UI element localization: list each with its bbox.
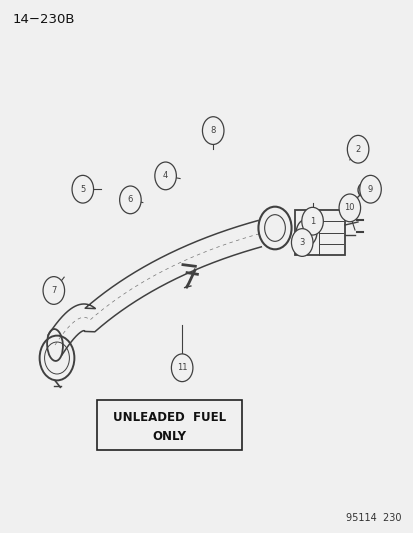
Text: 14−230B: 14−230B xyxy=(12,13,75,26)
Text: 1: 1 xyxy=(309,217,314,225)
Text: 2: 2 xyxy=(355,145,360,154)
Circle shape xyxy=(72,175,93,203)
Circle shape xyxy=(202,117,223,144)
Text: 11: 11 xyxy=(176,364,187,372)
Bar xyxy=(97,400,242,450)
Circle shape xyxy=(171,354,192,382)
Text: 5: 5 xyxy=(80,185,85,193)
Text: 8: 8 xyxy=(210,126,215,135)
Text: 6: 6 xyxy=(128,196,133,204)
Text: 10: 10 xyxy=(344,204,354,212)
Text: UNLEADED  FUEL: UNLEADED FUEL xyxy=(113,411,226,424)
Circle shape xyxy=(154,162,176,190)
Circle shape xyxy=(359,175,380,203)
Circle shape xyxy=(338,194,360,222)
Circle shape xyxy=(347,135,368,163)
Bar xyxy=(294,210,344,255)
Text: 4: 4 xyxy=(163,172,168,180)
Text: 9: 9 xyxy=(367,185,372,193)
Text: 7: 7 xyxy=(51,286,56,295)
Circle shape xyxy=(43,277,64,304)
Text: 95114  230: 95114 230 xyxy=(345,513,401,523)
Circle shape xyxy=(119,186,141,214)
Circle shape xyxy=(301,207,323,235)
Text: ONLY: ONLY xyxy=(152,430,186,443)
Text: 3: 3 xyxy=(299,238,304,247)
Circle shape xyxy=(291,229,312,256)
